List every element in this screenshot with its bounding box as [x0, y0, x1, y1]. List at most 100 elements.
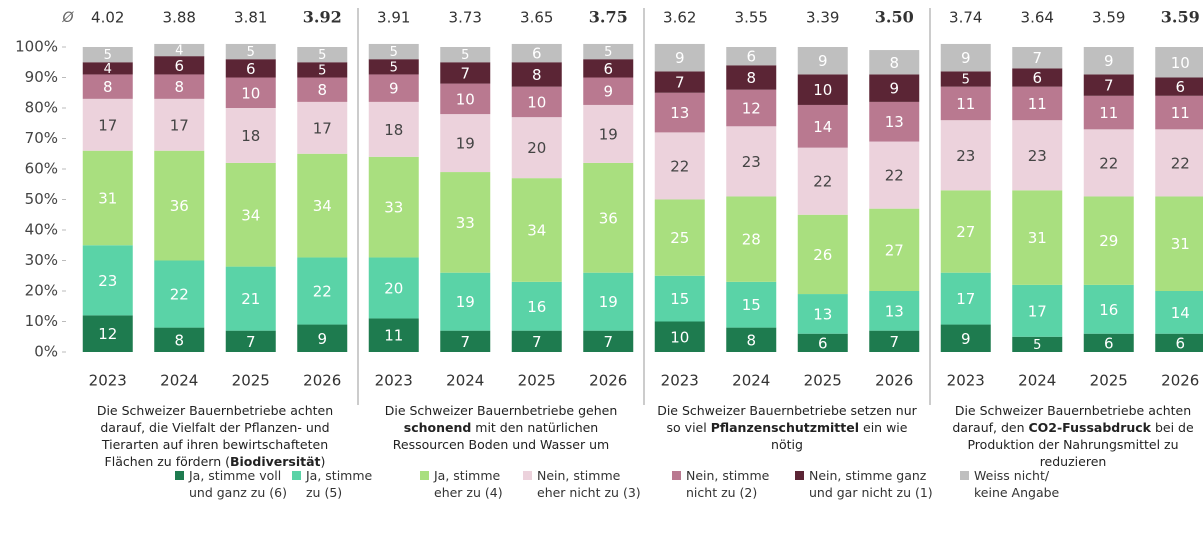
value-label: 19: [456, 293, 475, 311]
bar-segment: [1012, 336, 1063, 352]
value-label: 8: [317, 81, 327, 99]
bar-segment: [1012, 47, 1063, 69]
legend-swatch: [175, 471, 184, 480]
legend-item: Ja, stimme zu (5): [292, 467, 372, 501]
bar-segment: [869, 291, 920, 331]
bar-segment: [440, 47, 491, 63]
value-label: 7: [889, 333, 899, 351]
group-label: Die Schweizer Bauernbetriebe achten dara…: [922, 402, 1203, 470]
bar-segment: [654, 275, 705, 322]
value-label: 33: [384, 199, 403, 217]
bar-segment: [654, 71, 705, 93]
value-label: 5: [318, 48, 326, 63]
value-label: 8: [174, 331, 184, 349]
legend-label: Nein, stimme nicht zu (2): [686, 468, 770, 500]
legend-label: Nein, stimme eher nicht zu (3): [537, 468, 641, 500]
average-label: 4.02: [91, 9, 124, 27]
group-label-part: bei de Produktion der Nahrungsmittel zu …: [967, 420, 1194, 469]
value-label: 6: [174, 57, 184, 75]
y-tick-label: 50%: [25, 190, 58, 208]
value-label: 9: [675, 49, 685, 67]
legend-swatch: [960, 471, 969, 480]
value-label: 8: [746, 331, 756, 349]
value-label: 9: [317, 330, 327, 348]
x-tick-label: 2026: [1161, 372, 1199, 390]
bar-segment: [654, 199, 705, 276]
group-label-part: ein wie nötig: [771, 420, 908, 452]
value-label: 11: [956, 95, 975, 113]
group-label-part: schonend: [403, 420, 472, 435]
value-label: 7: [1104, 77, 1114, 95]
x-tick-label: 2023: [375, 372, 413, 390]
value-label: 18: [384, 121, 403, 139]
bar-segment: [511, 330, 562, 352]
value-label: 6: [818, 334, 828, 352]
bar-segment: [797, 333, 848, 352]
value-label: 7: [603, 333, 613, 351]
bar-segment: [154, 260, 205, 328]
bar-segment: [225, 59, 276, 78]
value-label: 5: [104, 48, 112, 63]
value-label: 11: [1099, 104, 1118, 122]
bar-segment: [940, 43, 991, 72]
value-label: 9: [961, 49, 971, 67]
value-label: 34: [527, 222, 546, 240]
value-label: 28: [742, 231, 761, 249]
value-label: 5: [390, 60, 398, 75]
bar-segment: [511, 281, 562, 331]
value-label: 9: [889, 80, 899, 98]
bar-segment: [583, 59, 634, 78]
legend-label: Weiss nicht/ keine Angabe: [974, 468, 1060, 500]
bar-segment: [940, 190, 991, 273]
bar-segment: [1012, 120, 1063, 191]
group-label: Die Schweizer Bauernbetriebe gehen schon…: [350, 402, 652, 453]
bar-segment: [154, 327, 205, 352]
bar-segment: [797, 214, 848, 295]
average-label: 3.74: [949, 9, 982, 27]
bar-segment: [297, 77, 348, 102]
y-tick-label: 10%: [25, 312, 58, 330]
bar-segment: [511, 62, 562, 87]
average-label: 3.65: [520, 9, 553, 27]
value-label: 20: [527, 139, 546, 157]
bar-segment: [1155, 129, 1203, 197]
bar-segment: [1155, 196, 1203, 291]
value-label: 6: [1032, 69, 1042, 87]
value-label: 4: [175, 44, 183, 59]
value-label: 34: [241, 206, 260, 224]
group-label-part: Die Schweizer Bauernbetriebe setzen nur …: [657, 403, 917, 435]
bar-segment: [1083, 129, 1134, 197]
bar-segment: [654, 43, 705, 72]
average-label: 3.92: [303, 8, 342, 27]
value-label: 7: [675, 74, 685, 92]
value-label: 16: [1099, 301, 1118, 319]
value-label: 7: [532, 333, 542, 351]
value-label: 6: [246, 60, 256, 78]
bar-segment: [154, 150, 205, 261]
bar-segment: [297, 101, 348, 154]
y-tick-label: 30%: [25, 251, 58, 269]
bar-segment: [654, 321, 705, 352]
bar-segment: [797, 294, 848, 334]
value-label: 25: [670, 229, 689, 247]
bar-segment: [654, 132, 705, 200]
bar-segment: [1155, 333, 1203, 352]
value-label: 14: [1171, 304, 1190, 322]
value-label: 9: [1104, 52, 1114, 70]
x-tick-label: 2024: [160, 372, 198, 390]
bar-segment: [1083, 333, 1134, 352]
bar-segment: [154, 56, 205, 75]
average-symbol: Ø: [61, 10, 74, 26]
value-label: 21: [241, 290, 260, 308]
value-label: 22: [1099, 154, 1118, 172]
value-label: 17: [1028, 302, 1047, 320]
legend-label: Nein, stimme ganz und gar nicht zu (1): [809, 468, 933, 500]
value-label: 27: [885, 241, 904, 259]
bar-segment: [583, 104, 634, 163]
x-tick-label: 2026: [589, 372, 627, 390]
y-tick-label: 70%: [25, 129, 58, 147]
average-label: 3.88: [163, 9, 196, 27]
bar-segment: [511, 43, 562, 63]
bar-segment: [225, 43, 276, 60]
